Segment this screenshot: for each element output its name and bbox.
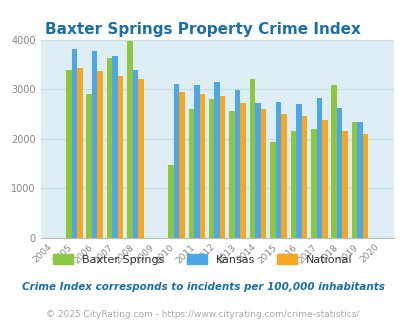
Bar (194, 85, 199, 238)
Bar (112, 56, 117, 238)
Bar (179, 92, 184, 238)
Bar (255, 103, 260, 238)
Bar (97, 71, 103, 238)
Bar (117, 76, 123, 238)
Bar (356, 122, 362, 238)
Bar (249, 79, 255, 238)
Bar (92, 51, 97, 238)
Bar (86, 94, 92, 238)
Bar (234, 90, 240, 238)
Bar (71, 49, 77, 238)
Bar (342, 131, 347, 238)
Bar (362, 134, 367, 238)
Legend: Baxter Springs, Kansas, National: Baxter Springs, Kansas, National (49, 250, 356, 269)
Bar (107, 58, 112, 238)
Bar (301, 116, 307, 238)
Bar (240, 103, 245, 238)
Bar (229, 112, 234, 238)
Bar (290, 131, 295, 238)
Bar (260, 109, 266, 238)
Bar (351, 122, 356, 238)
Bar (281, 115, 286, 238)
Bar (275, 102, 281, 238)
Bar (209, 99, 214, 238)
Bar (132, 70, 138, 238)
Bar (66, 70, 71, 238)
Bar (310, 129, 316, 238)
Bar (316, 98, 321, 238)
Bar (188, 109, 194, 238)
Bar (295, 104, 301, 238)
Bar (77, 68, 82, 238)
Bar (336, 108, 342, 238)
Bar (220, 96, 225, 238)
Text: Crime Index corresponds to incidents per 100,000 inhabitants: Crime Index corresponds to incidents per… (21, 282, 384, 292)
Bar (138, 79, 143, 238)
Text: Baxter Springs Property Crime Index: Baxter Springs Property Crime Index (45, 22, 360, 37)
Bar (168, 165, 173, 238)
Bar (214, 82, 220, 238)
Bar (270, 142, 275, 238)
Bar (199, 94, 205, 238)
Bar (127, 41, 132, 238)
Bar (173, 84, 179, 238)
Text: © 2025 CityRating.com - https://www.cityrating.com/crime-statistics/: © 2025 CityRating.com - https://www.city… (46, 310, 359, 319)
Bar (330, 85, 336, 238)
Bar (321, 120, 327, 238)
